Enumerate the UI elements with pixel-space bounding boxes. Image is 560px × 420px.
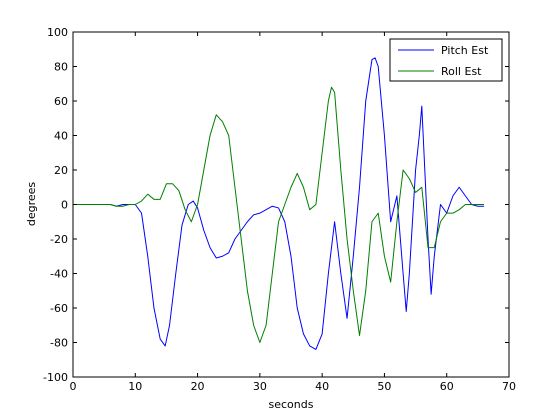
x-tick-label: 40 bbox=[315, 380, 329, 393]
legend: Pitch Est Roll Est bbox=[389, 38, 503, 82]
y-tick-label: -20 bbox=[50, 233, 68, 246]
y-tick-label: 0 bbox=[61, 199, 68, 212]
series-line-pitch-est bbox=[73, 57, 485, 350]
y-tick-label: -40 bbox=[50, 268, 68, 281]
y-tick-label: -80 bbox=[50, 337, 68, 350]
x-tick-label: 50 bbox=[377, 380, 391, 393]
y-tick-label: 100 bbox=[47, 26, 68, 39]
y-tick-label: -60 bbox=[50, 302, 68, 315]
y-axis-label: degrees bbox=[25, 182, 38, 227]
x-tick-label: 30 bbox=[253, 380, 267, 393]
legend-box bbox=[389, 38, 503, 82]
y-tick-label: 40 bbox=[54, 130, 68, 143]
x-tick-label: 10 bbox=[128, 380, 142, 393]
y-tick-label: 80 bbox=[54, 61, 68, 74]
legend-label-pitch: Pitch Est bbox=[441, 44, 489, 57]
series-line-roll-est bbox=[73, 86, 485, 343]
x-tick-label: 20 bbox=[191, 380, 205, 393]
x-tick-label: 70 bbox=[502, 380, 516, 393]
x-tick-label: 60 bbox=[440, 380, 454, 393]
y-tick-label: -100 bbox=[43, 371, 68, 384]
legend-label-roll: Roll Est bbox=[441, 65, 482, 78]
tick-layer: 0 10 20 30 40 50 60 70 -100 -80 -60 -40 -20 0 20 40 60 80… bbox=[43, 26, 516, 393]
y-tick-label: 60 bbox=[54, 95, 68, 108]
series-layer bbox=[73, 57, 485, 350]
y-tick-label: 20 bbox=[54, 164, 68, 177]
x-tick-label: 0 bbox=[70, 380, 77, 393]
plot-area bbox=[72, 31, 510, 378]
x-axis-label: seconds bbox=[269, 398, 314, 411]
